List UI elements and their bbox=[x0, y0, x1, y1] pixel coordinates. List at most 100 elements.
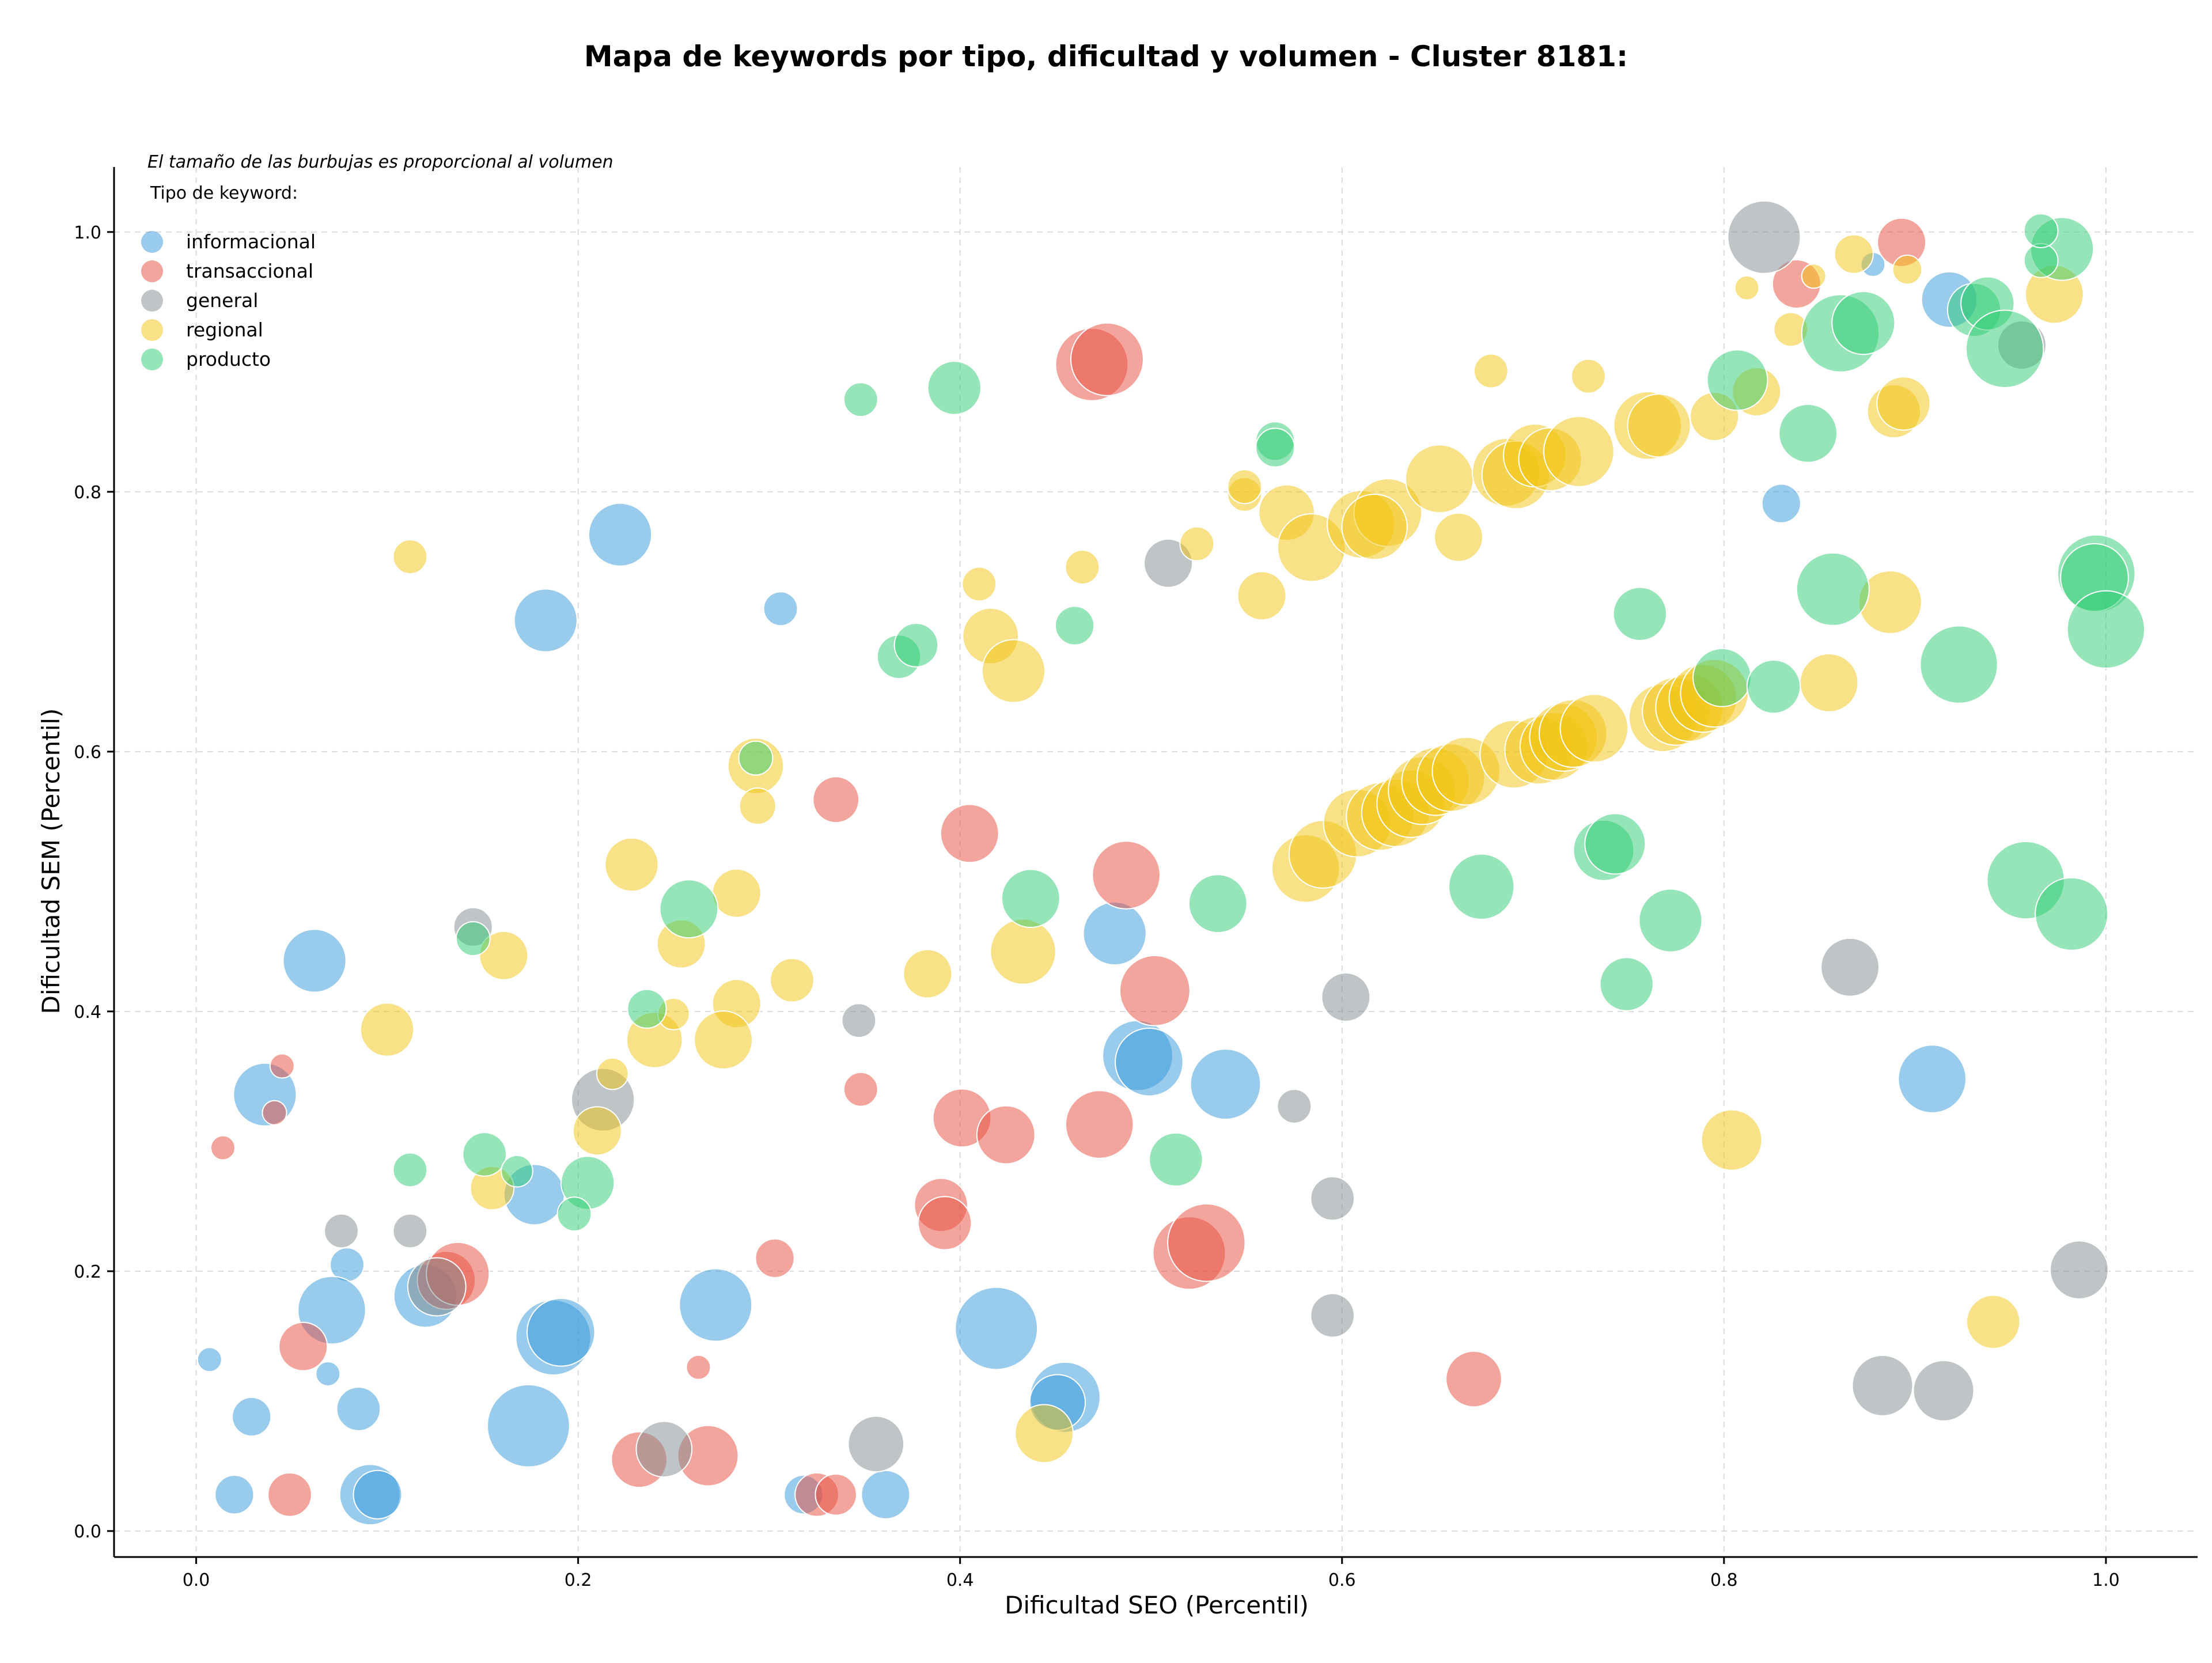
data-point-producto bbox=[659, 879, 719, 939]
data-point-informacional bbox=[955, 1286, 1039, 1370]
data-point-producto bbox=[556, 1196, 592, 1232]
data-point-regional bbox=[1405, 444, 1474, 514]
legend-label-informacional: informacional bbox=[186, 230, 316, 253]
data-point-regional bbox=[990, 918, 1056, 985]
bubble-size-note: El tamaño de las burbujas es proporciona… bbox=[147, 152, 613, 172]
data-point-transaccional bbox=[1167, 1203, 1246, 1282]
data-point-transaccional bbox=[1070, 322, 1144, 396]
data-point-producto bbox=[1706, 349, 1768, 411]
data-point-informacional bbox=[336, 1387, 381, 1431]
data-point-informacional bbox=[1897, 1044, 1967, 1113]
data-point-producto bbox=[1919, 625, 1998, 704]
data-point-producto bbox=[1692, 647, 1752, 707]
data-point-producto bbox=[1255, 427, 1296, 468]
data-point-informacional bbox=[1190, 1048, 1262, 1120]
data-point-transaccional bbox=[267, 1472, 312, 1517]
data-point-general bbox=[1321, 972, 1371, 1022]
data-points bbox=[196, 200, 2146, 1526]
data-point-producto bbox=[627, 988, 667, 1029]
x-axis-label: Dificultad SEO (Percentil) bbox=[1005, 1591, 1309, 1619]
data-point-informacional bbox=[679, 1268, 753, 1342]
data-point-transaccional bbox=[262, 1100, 287, 1126]
data-point-transaccional bbox=[815, 1473, 857, 1516]
data-point-general bbox=[407, 1257, 467, 1317]
data-point-regional bbox=[1876, 376, 1931, 431]
data-point-transaccional bbox=[976, 1105, 1036, 1165]
y-tick-label: 0.0 bbox=[74, 1522, 101, 1542]
data-point-informacional bbox=[232, 1396, 272, 1437]
x-tick-label: 0.0 bbox=[183, 1570, 210, 1590]
data-point-producto bbox=[1599, 957, 1654, 1012]
data-point-general bbox=[1820, 937, 1880, 997]
data-point-general bbox=[635, 1420, 693, 1478]
data-point-transaccional bbox=[278, 1321, 328, 1372]
axes: 0.0 0.2 0.4 0.6 0.8 1.0 0.0 0.2 0.4 0.6 0.8 1.0 bbox=[74, 167, 2198, 1590]
data-point-informacional bbox=[588, 502, 653, 567]
data-point-regional bbox=[1543, 415, 1615, 487]
data-point-producto bbox=[1188, 874, 1248, 934]
data-point-informacional bbox=[861, 1469, 911, 1520]
data-point-regional bbox=[1966, 1294, 2021, 1350]
y-tick-label: 0.2 bbox=[74, 1262, 101, 1282]
legend-title: Tipo de keyword: bbox=[150, 183, 298, 203]
data-point-producto bbox=[1638, 888, 1703, 953]
data-point-general bbox=[1143, 538, 1194, 588]
data-point-regional bbox=[770, 957, 815, 1003]
data-point-producto bbox=[392, 1152, 428, 1188]
data-point-producto bbox=[2023, 243, 2059, 278]
data-point-regional bbox=[738, 787, 777, 825]
data-point-regional bbox=[1801, 263, 1827, 289]
data-point-informacional bbox=[282, 929, 347, 993]
data-point-transaccional bbox=[940, 804, 999, 863]
data-point-general bbox=[324, 1213, 359, 1249]
data-point-general bbox=[847, 1415, 905, 1473]
data-point-regional bbox=[572, 1106, 622, 1156]
data-point-producto bbox=[1612, 586, 1668, 641]
data-point-general bbox=[1851, 1354, 1914, 1416]
data-point-producto bbox=[455, 921, 491, 956]
data-point-regional bbox=[1179, 526, 1215, 562]
legend-label-producto: producto bbox=[186, 348, 271, 370]
data-point-producto bbox=[893, 623, 939, 668]
data-point-general bbox=[1727, 200, 1801, 274]
legend-marker-informacional bbox=[141, 231, 163, 253]
data-point-regional bbox=[392, 539, 428, 574]
data-point-regional bbox=[1627, 393, 1691, 458]
y-axis-label: Dificultad SEM (Percentil) bbox=[37, 709, 65, 1014]
data-point-regional bbox=[694, 1010, 753, 1070]
data-point-transaccional bbox=[755, 1238, 795, 1278]
data-point-producto bbox=[843, 382, 878, 418]
data-point-producto bbox=[1746, 659, 1801, 714]
data-point-producto bbox=[1448, 853, 1515, 920]
data-point-transaccional bbox=[1065, 1090, 1134, 1159]
data-point-general bbox=[2050, 1240, 2109, 1300]
legend-marker-general bbox=[141, 290, 163, 312]
data-point-informacional bbox=[513, 588, 578, 653]
legend-marker-regional bbox=[141, 319, 163, 341]
data-point-producto bbox=[501, 1154, 533, 1188]
data-point-regional bbox=[981, 639, 1046, 703]
data-point-general bbox=[1310, 1176, 1355, 1221]
data-point-informacional bbox=[214, 1475, 255, 1515]
data-point-transaccional bbox=[812, 776, 860, 824]
data-point-regional bbox=[1834, 234, 1874, 274]
x-tick-label: 0.6 bbox=[1328, 1570, 1356, 1590]
data-point-regional bbox=[596, 1057, 629, 1090]
data-point-producto bbox=[1001, 869, 1060, 929]
x-tick-label: 0.4 bbox=[946, 1570, 974, 1590]
data-point-informacional bbox=[526, 1298, 596, 1367]
data-point-general bbox=[841, 1003, 877, 1039]
data-point-producto bbox=[738, 740, 774, 776]
data-point-producto bbox=[2066, 590, 2146, 669]
data-point-regional bbox=[1559, 694, 1629, 763]
data-point-regional bbox=[1571, 358, 1606, 394]
data-point-producto bbox=[462, 1132, 507, 1177]
data-point-informacional bbox=[315, 1361, 341, 1387]
data-point-regional bbox=[711, 868, 762, 918]
data-point-producto bbox=[1796, 552, 1870, 626]
data-point-transaccional bbox=[1119, 954, 1191, 1026]
y-tick-label: 0.6 bbox=[74, 743, 101, 763]
data-point-producto bbox=[1584, 813, 1646, 875]
legend-marker-transaccional bbox=[141, 260, 163, 282]
data-point-regional bbox=[1892, 254, 1923, 285]
